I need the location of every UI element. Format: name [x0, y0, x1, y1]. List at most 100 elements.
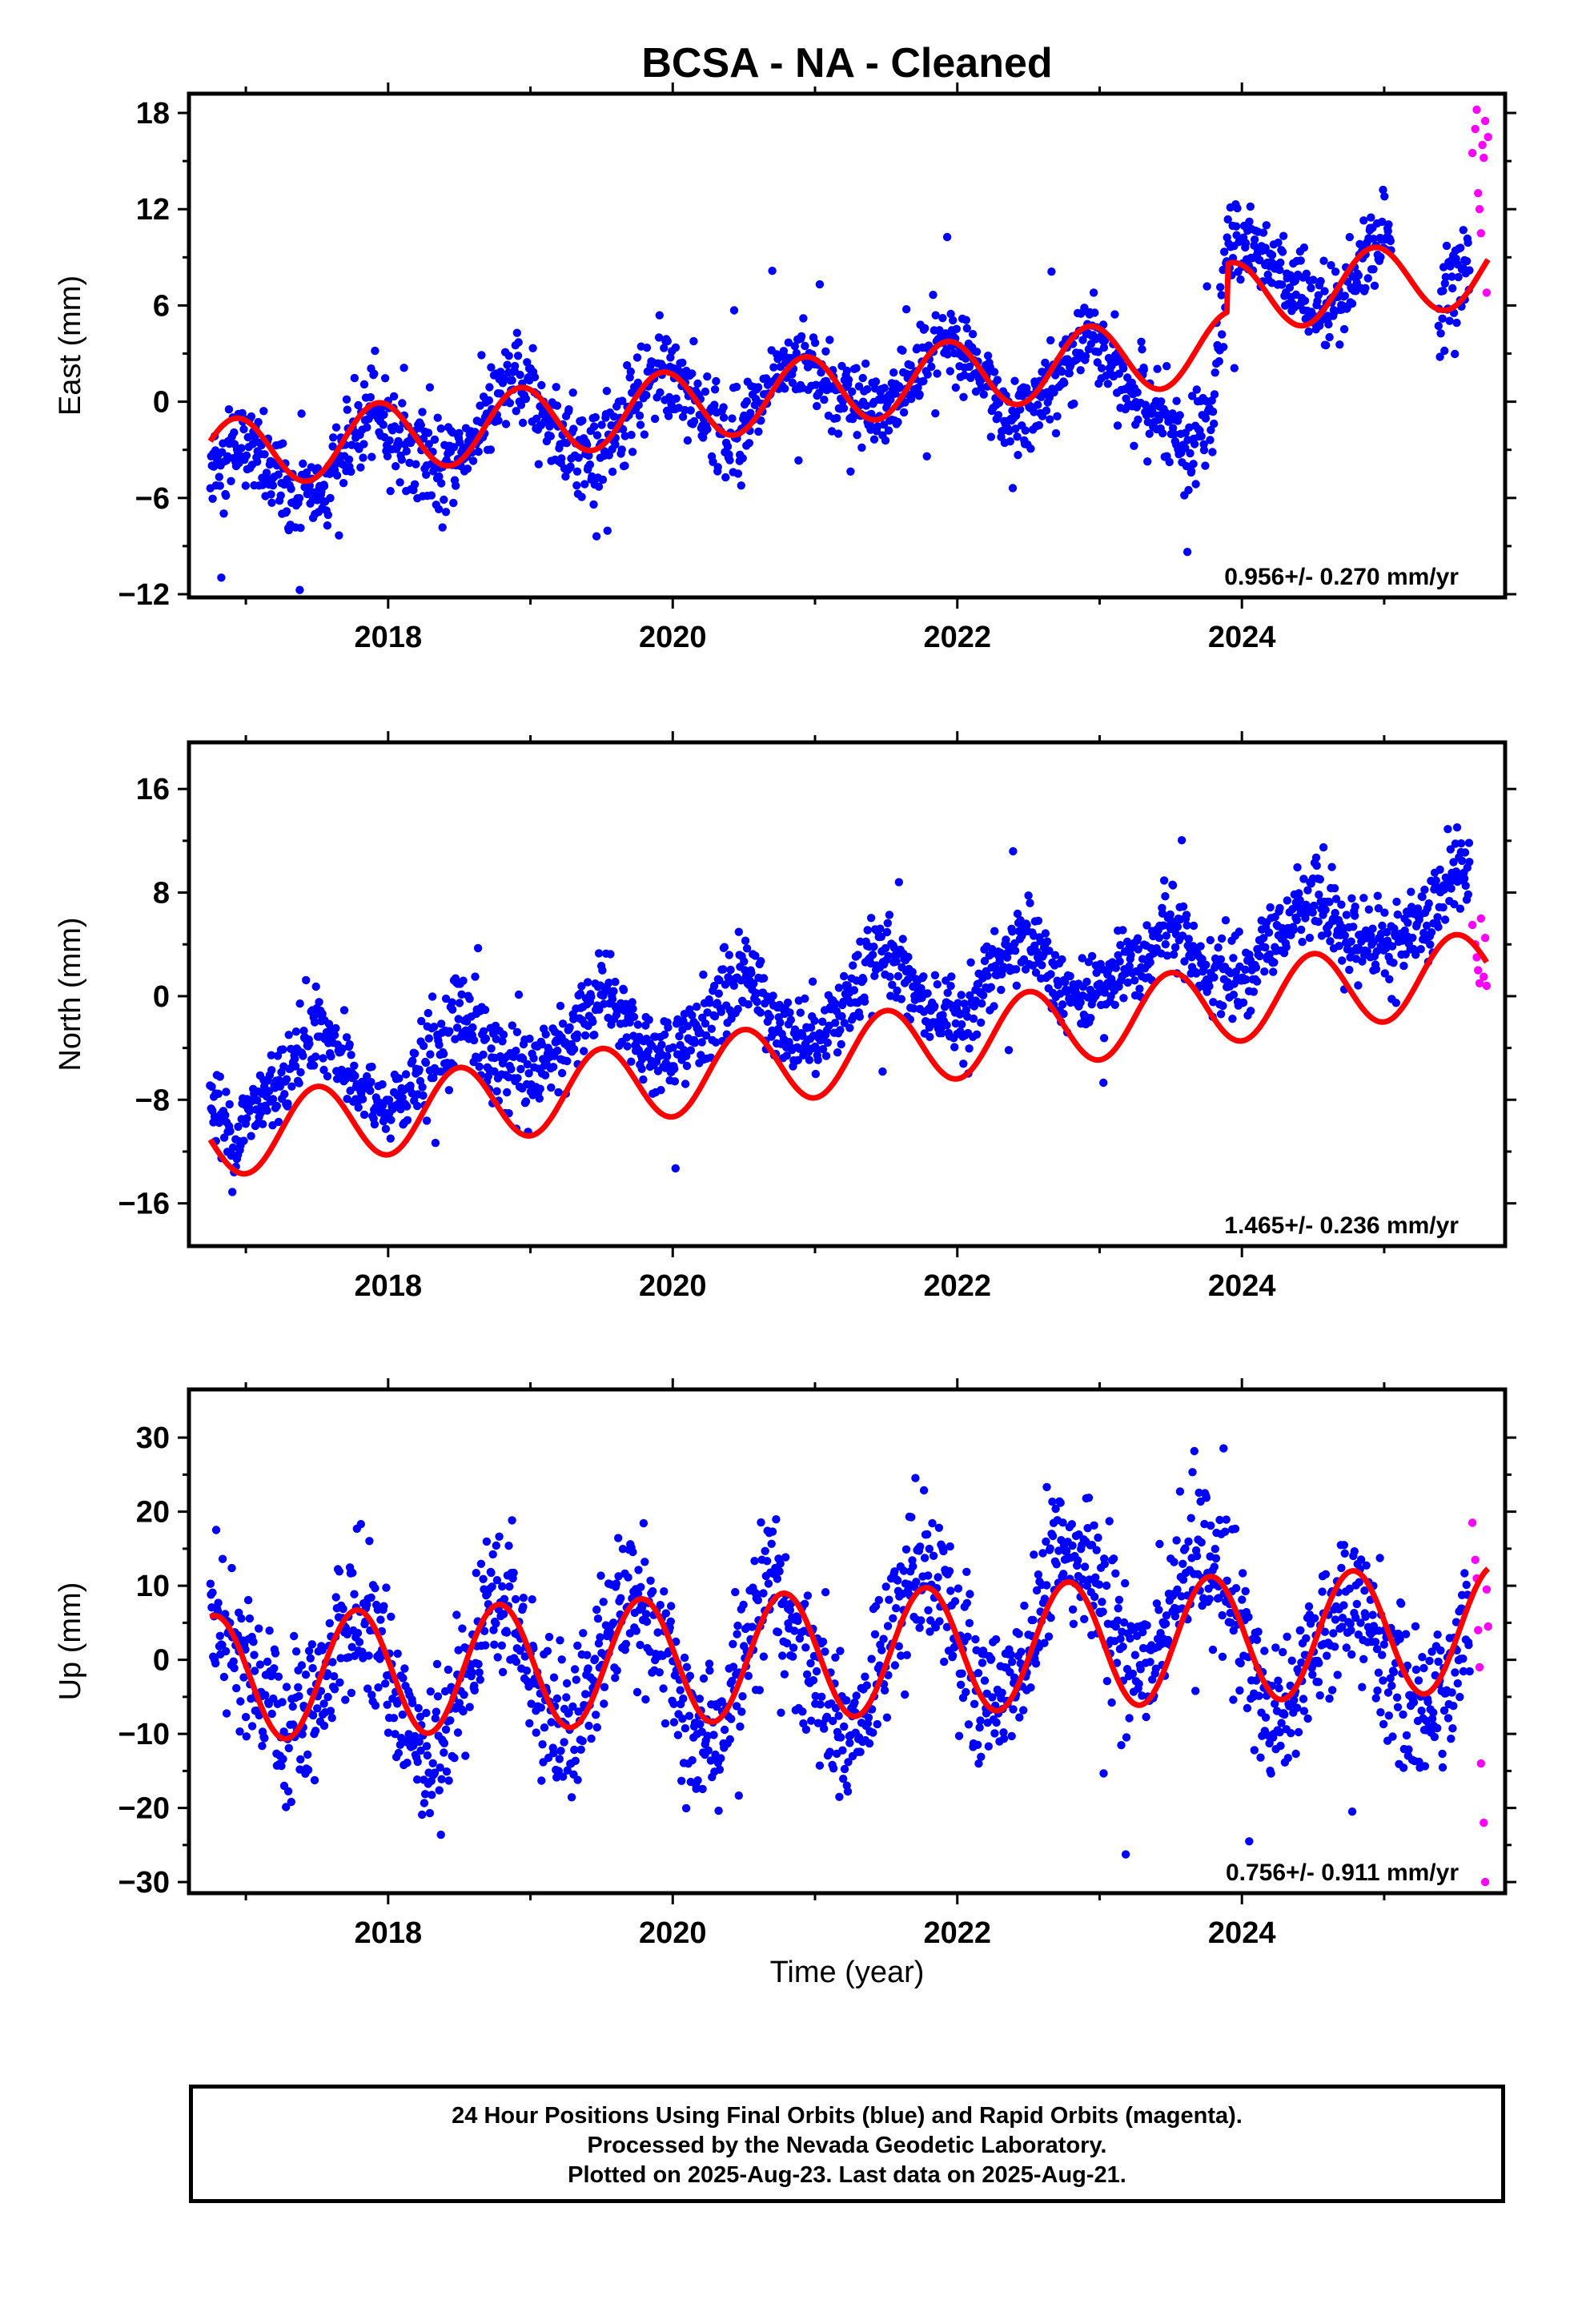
final-point	[484, 396, 494, 405]
final-point	[1200, 1519, 1209, 1529]
final-point	[604, 979, 613, 987]
final-point	[400, 1664, 409, 1673]
final-point	[557, 1655, 566, 1664]
final-point	[474, 1659, 483, 1669]
final-point	[600, 1683, 609, 1691]
final-point	[926, 1627, 934, 1636]
final-point	[843, 981, 852, 991]
final-point	[1184, 485, 1193, 495]
final-point	[660, 1030, 669, 1039]
final-point	[328, 442, 337, 451]
final-point	[911, 1474, 920, 1482]
final-point	[490, 1640, 499, 1649]
final-point	[1189, 921, 1199, 931]
final-point	[1032, 1586, 1042, 1595]
final-point	[1007, 1658, 1017, 1667]
final-point	[403, 1759, 412, 1767]
final-point	[861, 1672, 869, 1681]
final-point	[230, 1663, 239, 1673]
final-point	[1392, 897, 1401, 907]
final-point	[1331, 895, 1341, 903]
final-point	[1190, 440, 1199, 448]
final-point	[757, 416, 765, 425]
final-point	[351, 1072, 359, 1080]
final-point	[1276, 258, 1285, 267]
final-point	[1236, 1659, 1245, 1668]
final-point	[1349, 923, 1358, 931]
final-point	[525, 1719, 534, 1728]
final-point	[679, 1694, 688, 1703]
final-orbit-points	[206, 1444, 1474, 1859]
final-point	[619, 986, 628, 995]
final-point	[1216, 283, 1225, 292]
final-point	[1098, 1607, 1107, 1616]
final-point	[267, 498, 276, 507]
final-point	[1083, 1524, 1092, 1533]
final-point	[1456, 839, 1466, 848]
final-point	[419, 1091, 428, 1100]
final-point	[1208, 448, 1217, 456]
final-point	[1016, 405, 1025, 414]
final-point	[881, 1582, 890, 1591]
final-point	[1153, 364, 1162, 373]
final-point	[416, 420, 425, 430]
final-point	[950, 1043, 959, 1051]
final-point	[701, 1019, 710, 1028]
final-point	[710, 385, 720, 394]
final-point	[745, 439, 753, 448]
final-point	[1329, 1629, 1338, 1638]
final-point	[589, 422, 599, 431]
final-point	[408, 1699, 417, 1707]
final-point	[502, 1628, 512, 1637]
final-point	[1080, 1614, 1089, 1624]
final-point	[1051, 1504, 1060, 1514]
final-point	[354, 400, 363, 410]
final-point	[537, 1776, 546, 1785]
final-point	[1230, 364, 1239, 372]
final-point	[877, 932, 886, 942]
final-point	[689, 336, 698, 346]
final-point	[1191, 1687, 1200, 1695]
final-point	[1252, 977, 1262, 986]
final-point	[1438, 314, 1447, 323]
final-point	[614, 1572, 623, 1581]
final-point	[1157, 397, 1166, 406]
final-point	[966, 1590, 974, 1598]
final-point	[218, 1640, 227, 1650]
final-point	[1265, 950, 1275, 959]
final-point	[1067, 1520, 1077, 1529]
final-point	[313, 1704, 322, 1713]
final-point	[382, 1583, 391, 1592]
final-point	[460, 1691, 468, 1699]
final-point	[1291, 1749, 1300, 1759]
final-point	[1078, 954, 1086, 963]
final-point	[1319, 256, 1328, 265]
final-point	[594, 482, 604, 491]
final-point	[1201, 461, 1210, 470]
final-point	[1058, 367, 1066, 376]
final-point	[441, 1725, 451, 1734]
final-point	[720, 943, 729, 951]
final-point	[848, 387, 857, 396]
final-point	[664, 412, 673, 420]
final-point	[1246, 202, 1255, 211]
final-point	[738, 454, 747, 463]
final-point	[1286, 271, 1295, 279]
final-point	[541, 1030, 550, 1039]
final-point	[1115, 957, 1124, 966]
final-point	[703, 424, 712, 434]
final-point	[1408, 933, 1417, 943]
final-point	[580, 1031, 590, 1040]
final-point	[537, 1039, 546, 1049]
final-point	[1380, 969, 1390, 978]
final-point	[1186, 467, 1196, 476]
final-point	[1464, 838, 1474, 847]
final-point	[488, 1550, 497, 1559]
final-point	[930, 971, 940, 980]
final-point	[294, 1683, 303, 1692]
final-point	[992, 1718, 1001, 1727]
final-point	[287, 1044, 295, 1054]
final-point	[641, 1610, 651, 1618]
final-point	[477, 351, 486, 360]
final-point	[751, 951, 760, 960]
